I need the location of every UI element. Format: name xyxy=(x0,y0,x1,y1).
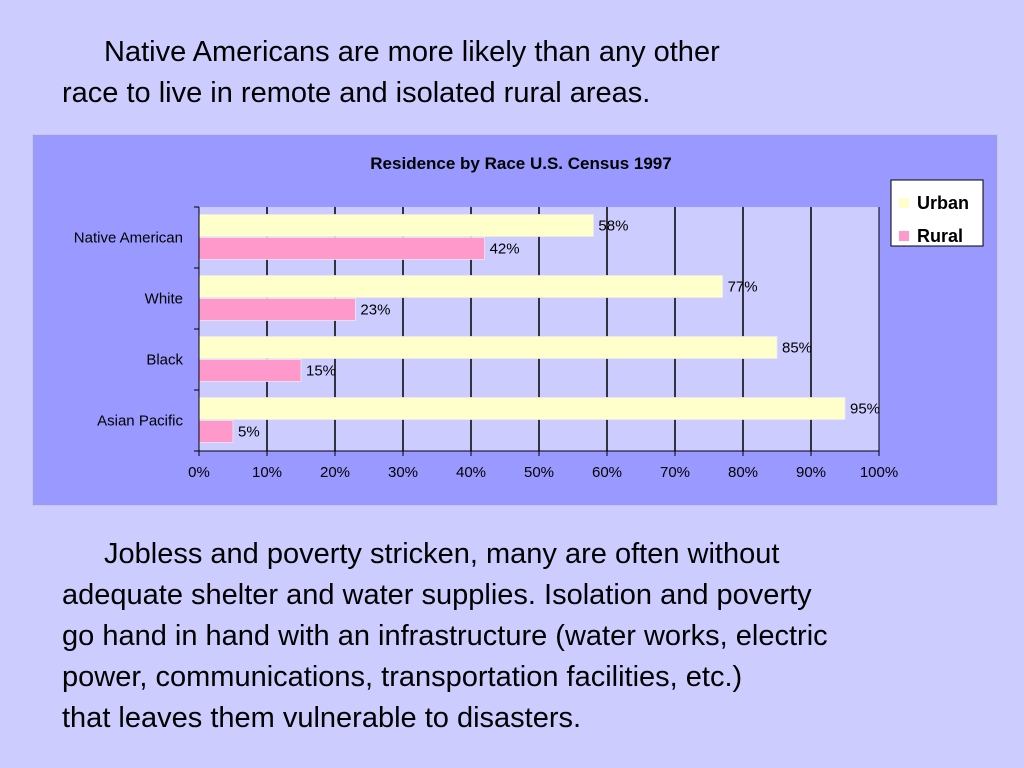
chart-title: Residence by Race U.S. Census 1997 xyxy=(370,154,671,173)
data-label: 58% xyxy=(598,218,628,235)
urban-bar xyxy=(198,336,778,359)
x-tick-label: 60% xyxy=(592,464,622,481)
category-label: Asian Pacific xyxy=(97,413,183,430)
bar-chart: Residence by Race U.S. Census 1997 0% 10%… xyxy=(74,154,984,481)
rural-bar xyxy=(198,298,356,321)
legend-label: Urban xyxy=(917,193,969,213)
chart-panel: Residence by Race U.S. Census 1997 0% 10%… xyxy=(32,134,998,506)
data-label: 42% xyxy=(490,241,520,258)
rural-bar xyxy=(198,420,234,443)
intro-line: Native Americans are more likely than an… xyxy=(104,36,720,68)
category-label: Native American xyxy=(74,230,183,247)
x-tick-label: 50% xyxy=(524,464,554,481)
data-label: 15% xyxy=(306,363,336,380)
body-paragraph: Jobless and poverty stricken, many are o… xyxy=(62,534,828,739)
x-tick-label: 70% xyxy=(660,464,690,481)
urban-bar xyxy=(198,397,846,420)
category-label: White xyxy=(145,291,183,308)
x-tick-label: 20% xyxy=(320,464,350,481)
intro-line: race to live in remote and isolated rura… xyxy=(62,77,651,109)
data-label: 95% xyxy=(850,401,880,418)
x-tick-label: 40% xyxy=(456,464,486,481)
data-label: 5% xyxy=(238,424,260,441)
body-line: Jobless and poverty stricken, many are o… xyxy=(104,538,780,570)
body-line: go hand in hand with an infrastructure (… xyxy=(62,620,828,652)
x-tick-label: 80% xyxy=(728,464,758,481)
category-label: Black xyxy=(146,352,183,369)
rural-bar xyxy=(198,359,302,382)
x-tick-label: 10% xyxy=(252,464,282,481)
rural-legend-swatch xyxy=(899,231,909,241)
data-label: 85% xyxy=(782,340,812,357)
x-tick-label: 30% xyxy=(388,464,418,481)
x-tick-label: 0% xyxy=(188,464,210,481)
body-line: that leaves them vulnerable to disasters… xyxy=(62,702,582,734)
data-label: 77% xyxy=(728,279,758,296)
body-line: adequate shelter and water supplies. Iso… xyxy=(62,579,812,611)
urban-legend-swatch xyxy=(899,198,909,208)
data-label: 23% xyxy=(360,302,390,319)
urban-bar xyxy=(198,275,723,298)
rural-bar xyxy=(198,237,486,260)
chart-plot: 0% 10% 20% 30% 40% 50% 60% 70% 80% 90% 100% Native … xyxy=(74,206,898,481)
body-line: power, communications, transportation fa… xyxy=(62,661,743,693)
legend-label: Rural xyxy=(917,226,963,246)
x-tick-label: 90% xyxy=(796,464,826,481)
intro-paragraph: Native Americans are more likely than an… xyxy=(62,32,720,114)
x-tick-label: 100% xyxy=(860,464,898,481)
chart-legend: Urban Rural xyxy=(890,179,984,247)
urban-bar xyxy=(198,214,594,237)
